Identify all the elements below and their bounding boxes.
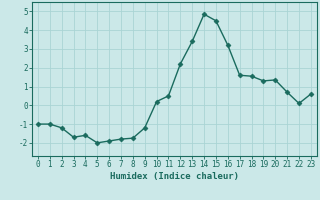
- X-axis label: Humidex (Indice chaleur): Humidex (Indice chaleur): [110, 172, 239, 181]
